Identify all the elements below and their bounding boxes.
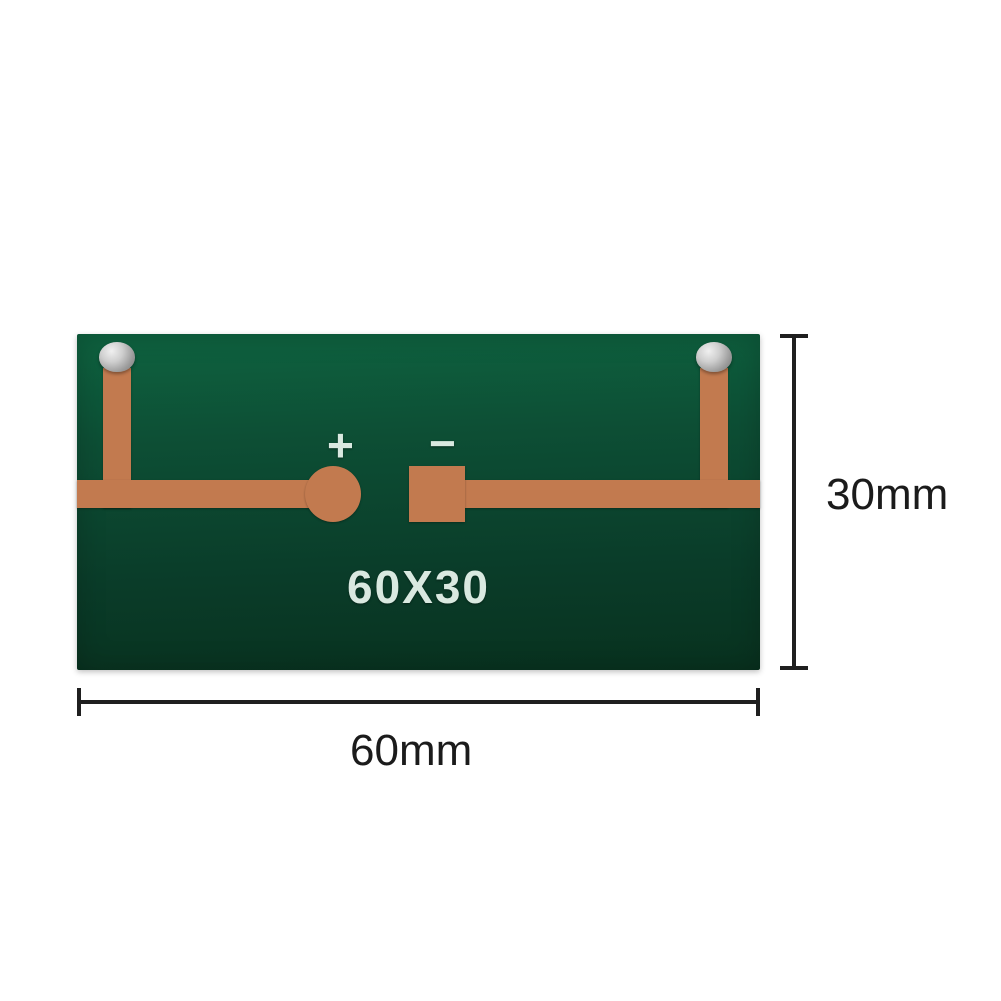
diagram-canvas: + − 60X30 60mm 30mm <box>0 0 1001 1001</box>
board-dimension-silkscreen: 60X30 <box>77 560 760 614</box>
dimension-line-height <box>792 334 796 670</box>
dimension-height-label: 30mm <box>826 470 948 520</box>
polarity-minus-label: − <box>429 420 454 466</box>
solder-blob-left <box>99 342 135 372</box>
pcb-board: + − 60X30 <box>77 334 760 670</box>
copper-trace-left-horizontal <box>77 480 332 508</box>
pad-positive <box>305 466 361 522</box>
dimension-width-label: 60mm <box>350 726 472 776</box>
solder-blob-right <box>696 342 732 372</box>
polarity-plus-label: + <box>327 422 354 468</box>
dimension-line-width <box>77 700 760 704</box>
pad-negative <box>409 466 465 522</box>
copper-trace-right-horizontal <box>430 480 760 508</box>
